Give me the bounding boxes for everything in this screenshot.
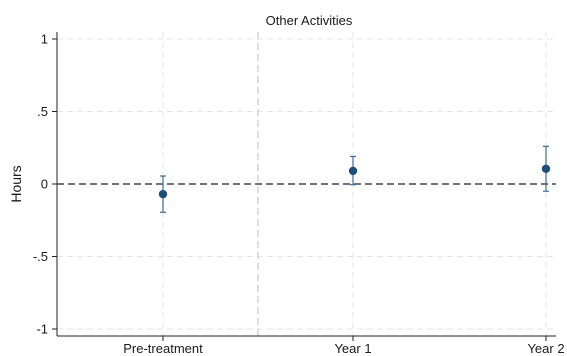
x-tick-label: Year 1 [334,341,371,356]
x-tick-label: Year 2 [527,341,564,356]
estimate-group [541,145,551,192]
chart-title: Other Activities [266,13,353,28]
point-estimate [348,166,358,176]
estimate-group [348,155,358,186]
reference-lines [57,32,556,336]
x-tick-label: Pre-treatment [123,341,203,356]
y-tick-label: -1 [36,322,48,337]
estimate-group [158,175,168,213]
y-tick-label: .5 [37,104,48,119]
y-axis-label: Hours [8,165,24,202]
data-marks [158,145,551,213]
tick-labels: 1 .5 0 -.5 -1 Pre-treatment Year 1 Year 2 [33,32,565,356]
y-tick-label: -.5 [33,249,48,264]
point-estimate [158,189,168,199]
point-estimate [541,164,551,173]
axes [52,32,556,341]
y-tick-label: 1 [41,32,48,47]
y-tick-label: 0 [41,177,48,192]
